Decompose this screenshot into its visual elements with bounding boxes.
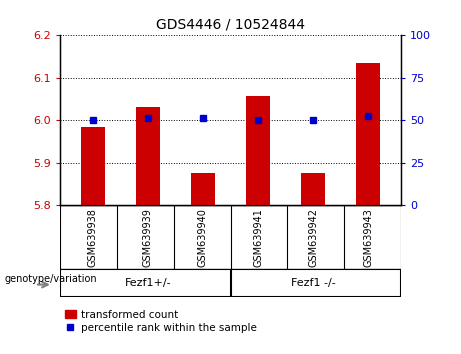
Text: GSM639943: GSM639943 [363,208,373,267]
Bar [136,107,160,205]
Text: Fezf1 -/-: Fezf1 -/- [290,278,336,288]
Bar [246,96,271,205]
Text: genotype/variation: genotype/variation [5,274,97,284]
Bar [301,173,325,205]
Bar [190,173,215,205]
Text: Fezf1+/-: Fezf1+/- [124,278,171,288]
Text: GSM639941: GSM639941 [253,208,263,267]
Title: GDS4446 / 10524844: GDS4446 / 10524844 [156,17,305,32]
Text: GSM639939: GSM639939 [143,208,153,267]
Text: GSM639942: GSM639942 [308,208,318,267]
Text: GSM639938: GSM639938 [88,208,98,267]
Legend: transformed count, percentile rank within the sample: transformed count, percentile rank withi… [65,310,257,333]
Bar [356,63,380,205]
Bar [81,127,105,205]
Text: GSM639940: GSM639940 [198,208,208,267]
